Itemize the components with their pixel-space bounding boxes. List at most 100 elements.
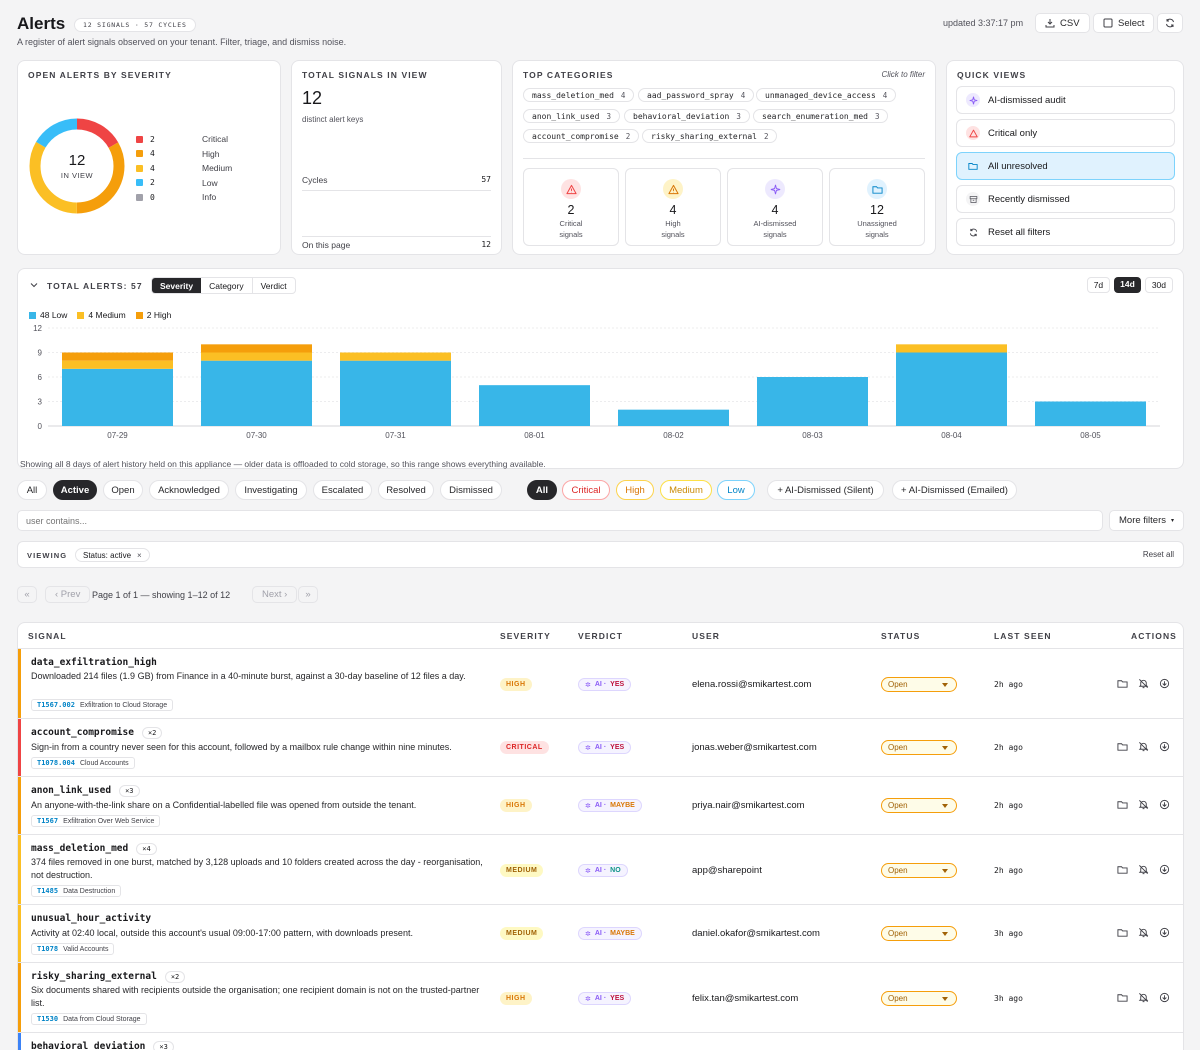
dismiss-icon[interactable] [1158,926,1171,939]
category-tag[interactable]: search_enumeration_med 3 [753,109,889,123]
status-select[interactable]: Open [881,991,957,1006]
status-select[interactable]: Open [881,863,957,878]
dismiss-icon[interactable] [1158,863,1171,876]
category-tag[interactable]: risky_sharing_external 2 [642,129,778,143]
severity-filter-critical[interactable]: Critical [562,480,610,500]
quick-view-recently-dismissed[interactable]: Recently dismissed [956,185,1175,213]
status-select[interactable]: Open [881,677,957,692]
quick-view-unresolved[interactable]: All unresolved [956,152,1175,180]
technique-tag[interactable]: T1530 Data from Cloud Storage [31,1013,147,1025]
ai-emailed-filter[interactable]: + AI-Dismissed (Emailed) [892,480,1017,500]
select-button[interactable]: Select [1093,13,1155,33]
severity-filter-high[interactable]: High [616,480,654,500]
status-filter-investigating[interactable]: Investigating [235,480,307,500]
category-tag[interactable]: account_compromise 2 [523,129,640,143]
unassigned-tile[interactable]: 12 Unassigned signals [829,168,925,246]
dismiss-icon[interactable] [1158,991,1171,1004]
assign-folder-icon[interactable] [1116,926,1129,939]
technique-tag[interactable]: T1078 Valid Accounts [31,943,115,955]
refresh-button[interactable] [1157,13,1183,33]
range-30d[interactable]: 30d [1144,277,1173,293]
category-tag[interactable]: anon_link_used 3 [523,109,620,123]
alerts-table: SIGNAL SEVERITY VERDICT USER STATUS LAST… [17,622,1184,1050]
csv-button[interactable]: CSV [1035,13,1090,33]
quick-view-critical[interactable]: Critical only [956,119,1175,147]
tab-verdict[interactable]: Verdict [260,281,287,291]
technique-tag[interactable]: T1567 Exfiltration Over Web Service [31,815,161,827]
mute-icon[interactable] [1137,863,1150,876]
last-page-button[interactable]: » [298,586,318,603]
severity-filter-medium[interactable]: Medium [660,480,712,500]
range-7d[interactable]: 7d [1086,277,1111,293]
status-filter-acknowledged[interactable]: Acknowledged [149,480,229,500]
more-filters-button[interactable]: More filters ▾ [1109,510,1184,531]
status-filter-escalated[interactable]: Escalated [313,480,372,500]
table-row[interactable]: data_exfiltration_high Downloaded 214 fi… [18,648,1183,718]
category-tag[interactable]: aad_password_spray 4 [638,88,755,102]
technique-tag[interactable]: T1567.002 Exfiltration to Cloud Storage [31,699,174,711]
quick-view-reset[interactable]: Reset all filters [956,218,1175,246]
category-tag[interactable]: unmanaged_device_access 4 [756,88,897,102]
range-14d[interactable]: 14d [1114,277,1141,293]
user-search-input[interactable] [17,510,1103,531]
assign-folder-icon[interactable] [1116,863,1129,876]
category-tag[interactable]: mass_deletion_med 4 [523,88,635,102]
table-row[interactable]: unusual_hour_activity Activity at 02:40 … [18,904,1183,962]
table-row[interactable]: mass_deletion_med ×4 374 files removed in… [18,834,1183,904]
page-title: Alerts [17,14,66,33]
col-verdict: VERDICT [578,631,624,641]
assign-folder-icon[interactable] [1116,798,1129,811]
signal-name: mass_deletion_med ×4 [31,843,157,855]
page-subtitle: A register of alert signals observed on … [17,37,347,47]
assign-folder-icon[interactable] [1116,740,1129,753]
category-tag[interactable]: behavioral_deviation 3 [624,109,750,123]
table-row[interactable]: account_compromise ×2 Sign-in from a coun… [18,718,1183,776]
chart-footnote: Showing all 8 days of alert history held… [20,459,546,469]
status-filter-all[interactable]: All [17,480,47,500]
ai-dismissed-tile[interactable]: 4 AI-dismissed signals [727,168,823,246]
dismiss-icon[interactable] [1158,798,1171,811]
table-row[interactable]: anon_link_used ×3 An anyone-with-the-link… [18,776,1183,834]
collapse-chevron-icon[interactable] [30,281,38,289]
legend-item-high: 2 High [135,310,171,320]
assign-folder-icon[interactable] [1116,677,1129,690]
status-filter-dismissed[interactable]: Dismissed [440,480,502,500]
ai-silent-filter[interactable]: + AI-Dismissed (Silent) [767,480,884,500]
critical-signals-tile[interactable]: 2 Critical signals [523,168,619,246]
technique-tag[interactable]: T1078.004 Cloud Accounts [31,757,135,769]
high-signals-tile[interactable]: 4 High signals [625,168,721,246]
status-filter-resolved[interactable]: Resolved [378,480,434,500]
mute-icon[interactable] [1137,926,1150,939]
severity-filter-low[interactable]: Low [717,480,755,500]
tab-severity[interactable]: Severity [152,278,202,293]
assign-folder-icon[interactable] [1116,991,1129,1004]
quick-view-ai-audit[interactable]: AI-dismissed audit [956,86,1175,114]
mute-icon[interactable] [1137,740,1150,753]
bar-segment [1035,401,1146,426]
severity-filter-all[interactable]: All [527,480,557,500]
bar-segment [201,360,312,426]
status-chip[interactable]: Status: active × [75,548,150,562]
status-select[interactable]: Open [881,926,957,941]
donut-center-label: IN VIEW [60,171,94,180]
tab-category[interactable]: Category [201,278,253,293]
dismiss-icon[interactable] [1158,740,1171,753]
archive-icon [966,192,980,206]
next-page-button[interactable]: Next › [252,586,298,603]
prev-page-button[interactable]: ‹ Prev [45,586,91,603]
mute-icon[interactable] [1137,991,1150,1004]
mute-icon[interactable] [1137,798,1150,811]
status-select[interactable]: Open [881,798,957,813]
table-row[interactable]: risky_sharing_external ×2 Six documents s… [18,962,1183,1032]
reset-all-link[interactable]: Reset all [1142,550,1174,559]
mute-icon[interactable] [1137,677,1150,690]
status-filter-active[interactable]: Active [53,480,97,500]
status-filter-open[interactable]: Open [103,480,143,500]
table-row[interactable]: behavioral_deviation ×3 [18,1032,1183,1050]
status-select[interactable]: Open [881,740,957,755]
dismiss-icon[interactable] [1158,677,1171,690]
bar-segment [757,377,868,426]
technique-tag[interactable]: T1485 Data Destruction [31,885,122,897]
chip-close-icon[interactable]: × [137,550,142,560]
first-page-button[interactable]: « [17,586,37,603]
